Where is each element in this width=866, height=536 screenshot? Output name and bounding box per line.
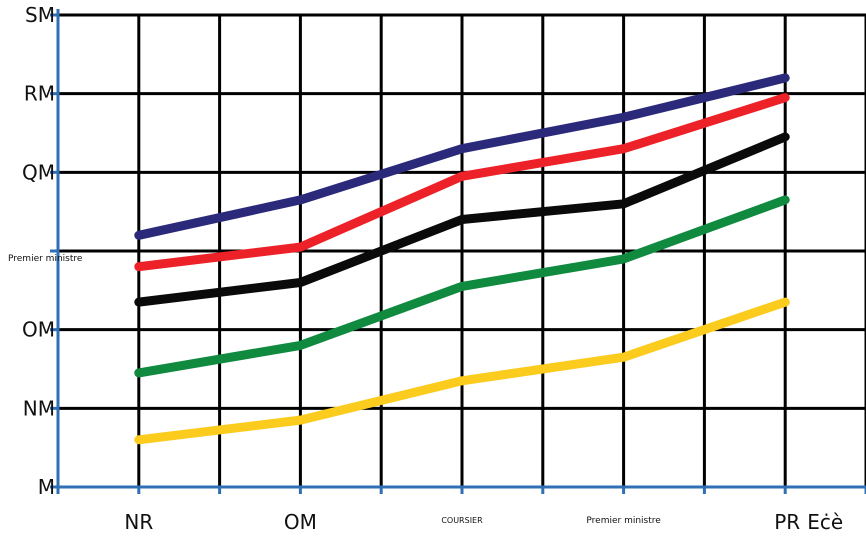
x-tick-label: OM — [284, 510, 317, 534]
x-tick-label: Eċè — [807, 510, 843, 534]
series-line-2 — [134, 93, 790, 272]
y-tick-label: SM — [25, 3, 55, 27]
y-tick-label: NM — [23, 396, 55, 420]
series-line-3 — [134, 132, 790, 307]
y-tick-label: OM — [22, 318, 55, 342]
series-line-5 — [134, 297, 790, 445]
axes — [50, 9, 866, 494]
x-tick-label: Premier ministre — [586, 516, 661, 526]
x-tick-label: COURSIER — [441, 516, 483, 525]
series-line-1 — [134, 73, 790, 240]
y-tick-label: M — [38, 475, 55, 499]
y-tick-labels: M NM OM Premier ministre QM RM SM — [8, 3, 83, 499]
y-tick-label: QM — [22, 160, 55, 184]
series-lines — [134, 73, 790, 445]
series-line-4 — [134, 195, 790, 378]
x-tick-label: NR — [124, 510, 153, 534]
y-tick-label: RM — [24, 82, 55, 106]
y-tick-label: Premier ministre — [8, 254, 83, 264]
x-tick-label: PR — [774, 510, 800, 534]
